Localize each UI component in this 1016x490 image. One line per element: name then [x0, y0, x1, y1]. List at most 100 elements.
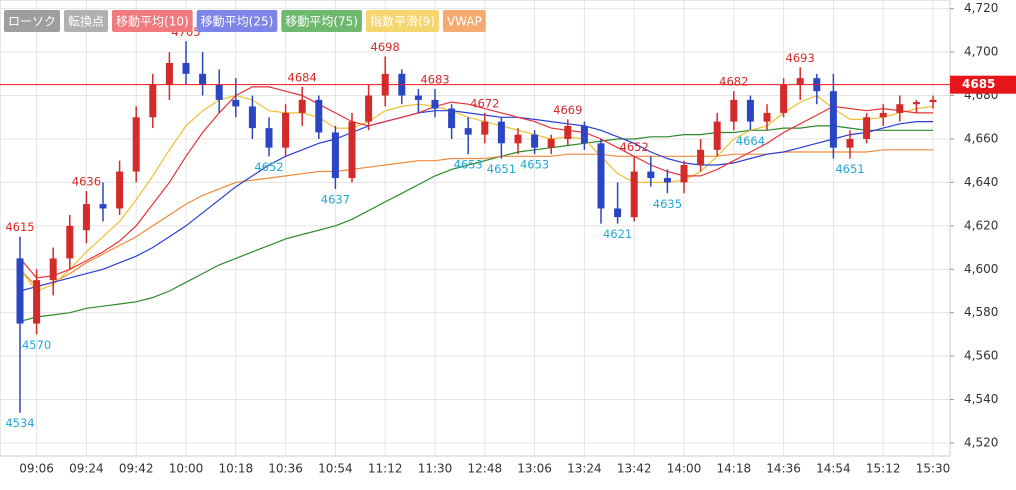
legend-item[interactable]: 移動平均(75) [281, 10, 362, 32]
last-price-badge [950, 75, 1016, 94]
candle-body [912, 102, 920, 105]
candle-body [929, 99, 937, 103]
candle-body [829, 91, 837, 148]
candle-body [514, 134, 522, 144]
candle-body [713, 121, 721, 150]
low-label: 4653 [454, 158, 483, 172]
candle-body [16, 258, 24, 324]
candle-body [763, 112, 771, 122]
low-label: 4570 [22, 338, 51, 352]
candle-body [66, 225, 74, 259]
candle-body [348, 121, 356, 179]
candle-body [331, 132, 339, 179]
low-label: 4651 [487, 162, 516, 176]
legend-label: VWAP [447, 15, 482, 29]
low-label: 4534 [5, 416, 34, 430]
legend-item[interactable]: 移動平均(25) [196, 10, 278, 32]
legend-item[interactable]: ローソク [4, 10, 61, 32]
x-tick-label: 15:30 [916, 462, 951, 476]
candle-body [99, 204, 107, 209]
candle-body [464, 128, 472, 135]
legend-bg [64, 10, 109, 32]
candle-body [597, 143, 605, 209]
x-tick-label: 13:42 [617, 462, 652, 476]
last-price-label: 4685 [962, 77, 995, 91]
candle-body [33, 280, 41, 324]
legend-label: 移動平均(10) [116, 15, 189, 29]
x-tick-label: 12:48 [468, 462, 503, 476]
candle-body [580, 125, 588, 144]
candle-body [49, 258, 57, 281]
x-tick-label: 14:18 [717, 462, 752, 476]
legend-item[interactable]: VWAP [442, 10, 486, 32]
y-tick-label: 4,560 [964, 349, 998, 363]
candle-body [863, 117, 871, 139]
high-label: 4693 [786, 51, 815, 65]
high-label: 4636 [72, 175, 101, 189]
x-tick-label: 09:06 [19, 462, 54, 476]
line-series [19, 110, 933, 292]
candle-body [165, 62, 173, 85]
candle-body [116, 171, 124, 209]
legend-label: ローソク [8, 15, 56, 29]
candle-body [780, 84, 788, 113]
x-tick-label: 11:30 [418, 462, 453, 476]
legend-label: 転換点 [68, 15, 104, 29]
x-tick-label: 09:24 [69, 462, 104, 476]
x-tick-label: 15:12 [866, 462, 901, 476]
legend-item[interactable]: 移動平均(10) [112, 10, 193, 32]
low-label: 4664 [736, 134, 765, 148]
y-tick-label: 4,660 [964, 131, 998, 145]
y-tick-label: 4,580 [964, 305, 998, 319]
candle-body [846, 138, 854, 148]
high-label: 4698 [371, 40, 400, 54]
candle-body [481, 121, 489, 135]
candle-body [315, 99, 323, 133]
candle-body [149, 84, 157, 118]
legend-item[interactable]: 転換点 [64, 10, 109, 32]
x-tick-label: 14:54 [816, 462, 851, 476]
legend-bg [196, 10, 278, 32]
candle-body [431, 99, 439, 109]
y-tick-label: 4,640 [964, 175, 998, 189]
low-label: 4637 [321, 192, 350, 206]
line-series [19, 94, 934, 292]
line-series [19, 125, 933, 322]
candle-body [746, 99, 754, 122]
x-tick-label: 10:18 [219, 462, 254, 476]
candle-body [365, 95, 373, 122]
candle-body [248, 106, 256, 129]
y-tick-label: 4,620 [964, 218, 998, 232]
x-tick-label: 13:24 [567, 462, 602, 476]
x-tick-label: 13:06 [517, 462, 552, 476]
candle-body [564, 125, 572, 139]
y-tick-label: 4,520 [964, 435, 998, 449]
candle-body [697, 149, 705, 166]
y-tick-label: 4,540 [964, 392, 998, 406]
legend-bg [442, 10, 486, 32]
candle-body [182, 62, 190, 74]
y-tick-label: 4,720 [964, 1, 998, 15]
candle-body [298, 99, 306, 113]
candle-body [796, 78, 804, 85]
line-series [19, 86, 933, 279]
low-label: 4652 [254, 160, 283, 174]
high-label: 4672 [470, 96, 499, 110]
candle-body [730, 99, 738, 122]
x-tick-label: 14:00 [667, 462, 702, 476]
low-label: 4653 [520, 158, 549, 172]
legend-bg [112, 10, 193, 32]
legend-item[interactable]: 指数平滑(9) [365, 10, 439, 32]
legend-label: 指数平滑(9) [370, 14, 435, 29]
x-tick-label: 10:00 [169, 462, 204, 476]
x-tick-label: 10:54 [318, 462, 353, 476]
candle-body [414, 95, 422, 100]
candle-body [647, 171, 655, 179]
high-label: 4683 [420, 73, 449, 87]
candle-body [614, 208, 622, 218]
legend-bg [4, 10, 61, 32]
legend-label: 移動平均(75) [285, 15, 358, 29]
x-tick-label: 14:36 [766, 462, 801, 476]
low-label: 4621 [603, 227, 632, 241]
